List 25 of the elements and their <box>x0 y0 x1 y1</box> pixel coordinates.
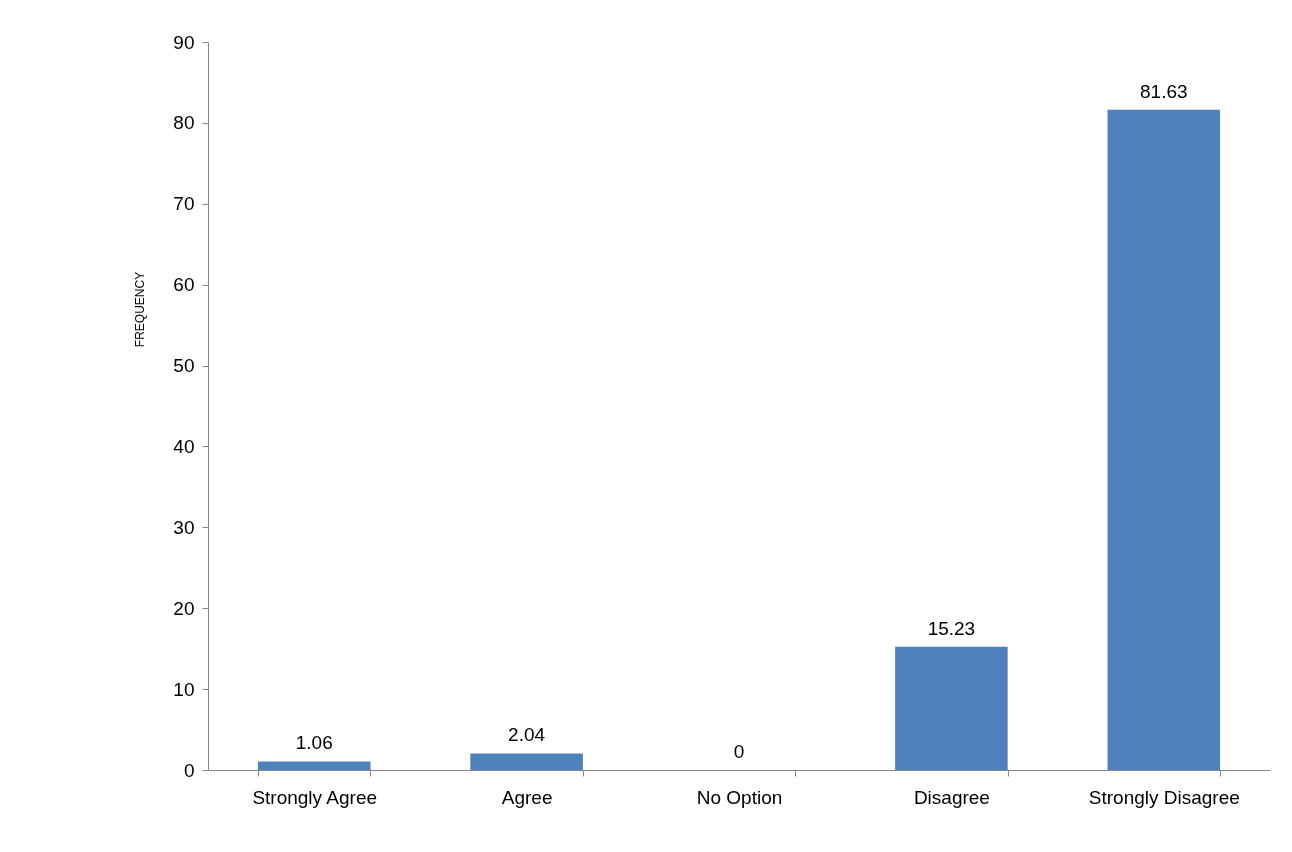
data-label: 81.63 <box>1140 80 1188 102</box>
data-label: 1.06 <box>295 732 333 754</box>
bar <box>1107 109 1221 770</box>
x-tick-label: Strongly Agree <box>252 786 378 808</box>
data-label: 15.23 <box>927 617 976 639</box>
x-tick-label: Disagree <box>913 786 990 808</box>
y-tick-label: 90 <box>173 31 195 53</box>
y-tick-label: 70 <box>173 193 195 215</box>
y-tick-label: 20 <box>173 597 195 619</box>
bar <box>895 646 1008 770</box>
x-tick-label: No Option <box>696 786 783 808</box>
bar <box>257 761 371 770</box>
y-tick-label: 80 <box>173 112 195 134</box>
y-tick-label: 30 <box>173 516 195 538</box>
y-tick-label: 10 <box>173 678 195 700</box>
x-tick-label: Strongly Disagree <box>1088 786 1240 808</box>
y-tick-label: 0 <box>183 759 195 781</box>
data-label: 2.04 <box>508 724 546 746</box>
y-tick-label: 50 <box>173 355 195 377</box>
data-label: 0 <box>733 741 745 762</box>
bar <box>470 753 583 770</box>
y-tick-label: 40 <box>173 435 195 457</box>
x-tick-label: Agree <box>501 786 553 808</box>
y-axis-title: FREQUENCY <box>132 271 147 348</box>
y-tick-label: 60 <box>173 274 195 296</box>
